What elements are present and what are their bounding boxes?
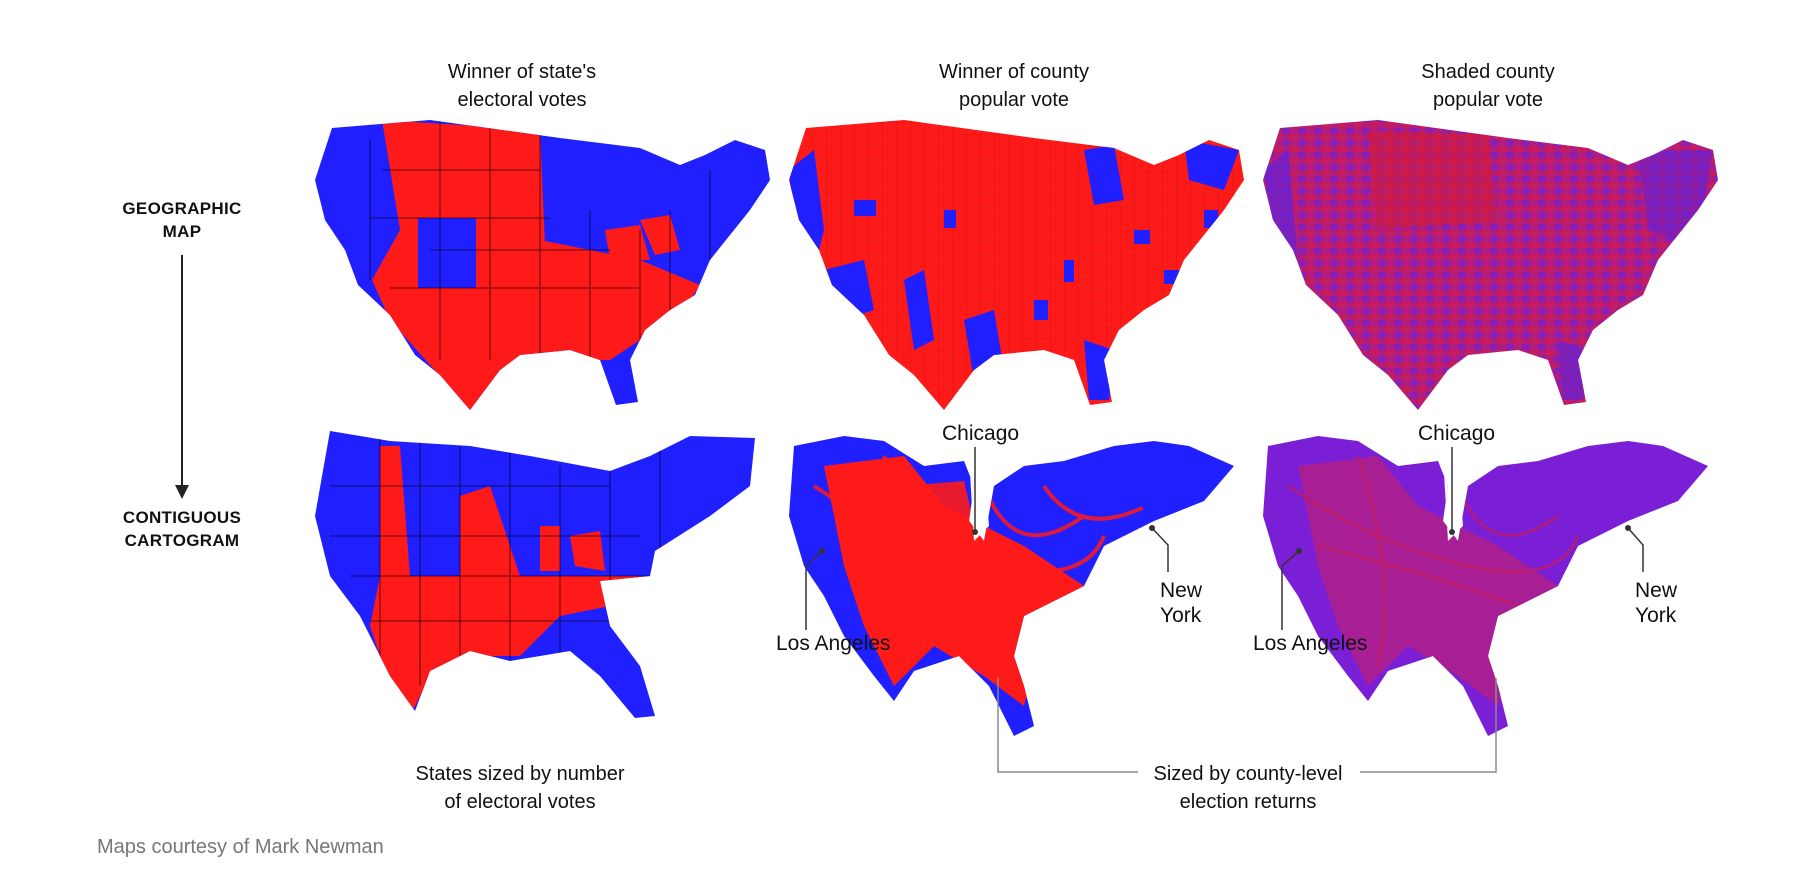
caption-electoral-size: States sized by number of electoral vote… xyxy=(415,763,625,813)
row-label-geographic-map: GEOGRAPHIC MAP xyxy=(122,199,242,241)
city-label-los-angeles-shaded: Los Angeles xyxy=(1253,632,1368,655)
down-arrow-icon xyxy=(175,255,189,499)
column-title-state-electoral: Winner of state's electoral votes xyxy=(447,61,597,111)
map-geographic-county-shaded xyxy=(1258,110,1718,410)
caption-county-size: Sized by county-level election returns xyxy=(1153,763,1343,813)
credit-text: Maps courtesy of Mark Newman xyxy=(97,836,384,858)
map-geographic-county-winner xyxy=(784,110,1244,410)
city-label-new-york: New York xyxy=(1160,579,1203,627)
city-label-chicago: Chicago xyxy=(942,422,1020,445)
map-cartogram-county-shaded xyxy=(1258,426,1718,736)
city-label-new-york-shaded: New York xyxy=(1635,579,1678,627)
map-geographic-state-winner xyxy=(310,110,770,410)
row-label-contiguous-cartogram: CONTIGUOUS CARTOGRAM xyxy=(122,508,242,550)
city-label-chicago-shaded: Chicago xyxy=(1418,422,1496,445)
map-cartogram-county-winner xyxy=(784,426,1244,736)
map-cartogram-state-winner xyxy=(310,426,770,726)
column-title-county-winner: Winner of county popular vote xyxy=(938,61,1090,111)
column-title-county-shaded: Shaded county popular vote xyxy=(1421,61,1555,111)
city-label-los-angeles: Los Angeles xyxy=(776,632,891,655)
